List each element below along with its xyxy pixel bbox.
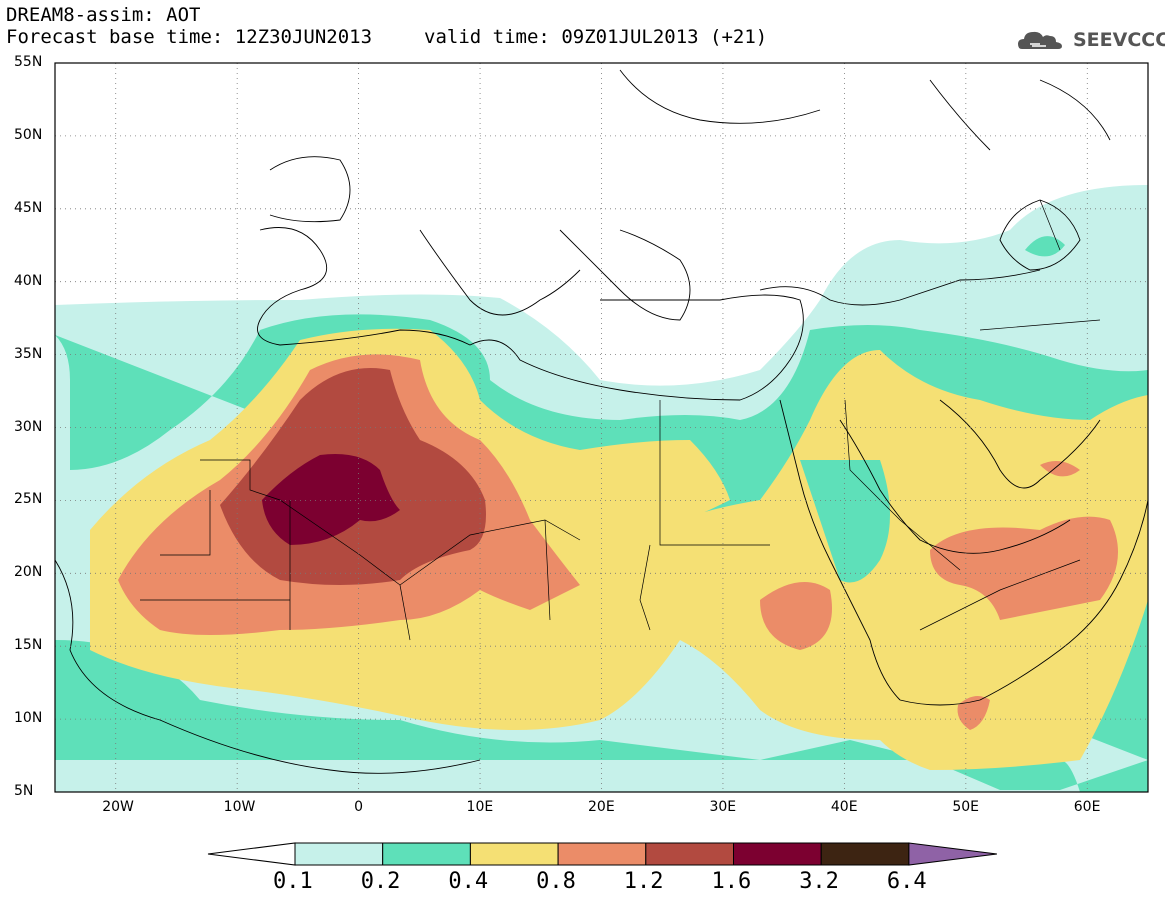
colorbar-level-label: 0.4: [448, 869, 489, 894]
colorbar-level-label: 1.6: [711, 869, 752, 894]
colorbar-level-label: 1.2: [623, 869, 664, 894]
aot-contour-0.8-somalia: [957, 696, 990, 730]
colorbar-swatch: [557, 842, 647, 866]
lon-label: 20W: [102, 799, 134, 815]
colorbar-swatch: [645, 842, 734, 866]
aot-contour-1.6: [262, 454, 400, 545]
colorbar-level-label: 0.8: [536, 869, 576, 894]
borders: [140, 199, 1101, 641]
valid-time: valid time: 09Z01JUL2013 (+21): [424, 26, 768, 48]
colorbar-level-label: 3.2: [799, 869, 839, 894]
map-frame: [54, 62, 1149, 793]
colorbar-left-arrow: [207, 842, 296, 866]
lon-label: 40E: [830, 799, 858, 815]
colorbar-level-label: 0.2: [360, 869, 401, 894]
graticule: [55, 63, 1148, 792]
colorbar-swatch: [733, 842, 822, 866]
lon-label: 50E: [952, 799, 979, 815]
lat-label: 50N: [14, 126, 43, 143]
colorbar-swatch: [469, 842, 559, 866]
lat-label: 15N: [14, 637, 43, 654]
colorbar-swatch: [294, 842, 384, 866]
lon-label: 0: [354, 799, 364, 815]
lat-label: 40N: [14, 272, 43, 289]
aot-contour-0.8-sudan: [760, 582, 832, 650]
lat-label: 10N: [14, 710, 43, 727]
colorbar: [207, 842, 997, 866]
coastlines: [55, 69, 1148, 774]
base-time: Forecast base time: 12Z30JUN2013: [6, 26, 373, 48]
time-line: Forecast base time: 12Z30JUN2013 valid ti…: [6, 26, 767, 48]
lon-label: 10E: [466, 799, 494, 815]
colorbar-swatch: [820, 842, 910, 866]
colorbar-right-arrow: [908, 842, 997, 866]
map-title: DREAM8-assim: AOT: [6, 4, 201, 26]
lat-label: 30N: [14, 418, 43, 435]
lon-label: 10W: [223, 799, 256, 815]
lon-label: 60E: [1073, 799, 1101, 815]
lat-label: 5N: [14, 783, 34, 799]
lat-label: 20N: [14, 564, 43, 581]
colorbar-level-label: 6.4: [886, 869, 927, 894]
aot-field: [55, 63, 1148, 792]
lat-label: 55N: [14, 54, 43, 70]
cloud-logo-icon: [1018, 31, 1062, 49]
lat-label: 45N: [14, 199, 43, 216]
lon-label: 30E: [709, 799, 737, 815]
lat-label: 25N: [14, 491, 43, 508]
map-header: DREAM8-assim: AOT Forecast base time: 12…: [6, 4, 767, 48]
aot-contour-0.8-arabia: [930, 516, 1118, 620]
logo-text: SEEVCCC: [1073, 29, 1165, 51]
aot-contour-0.2-caspian: [1025, 236, 1065, 257]
aot-contour-0.4-mid: [800, 460, 890, 583]
colorbar-level-label: 0.1: [273, 869, 313, 894]
lat-label: 35N: [14, 345, 43, 362]
lon-label: 20E: [588, 799, 615, 815]
colorbar-swatch: [382, 842, 471, 866]
